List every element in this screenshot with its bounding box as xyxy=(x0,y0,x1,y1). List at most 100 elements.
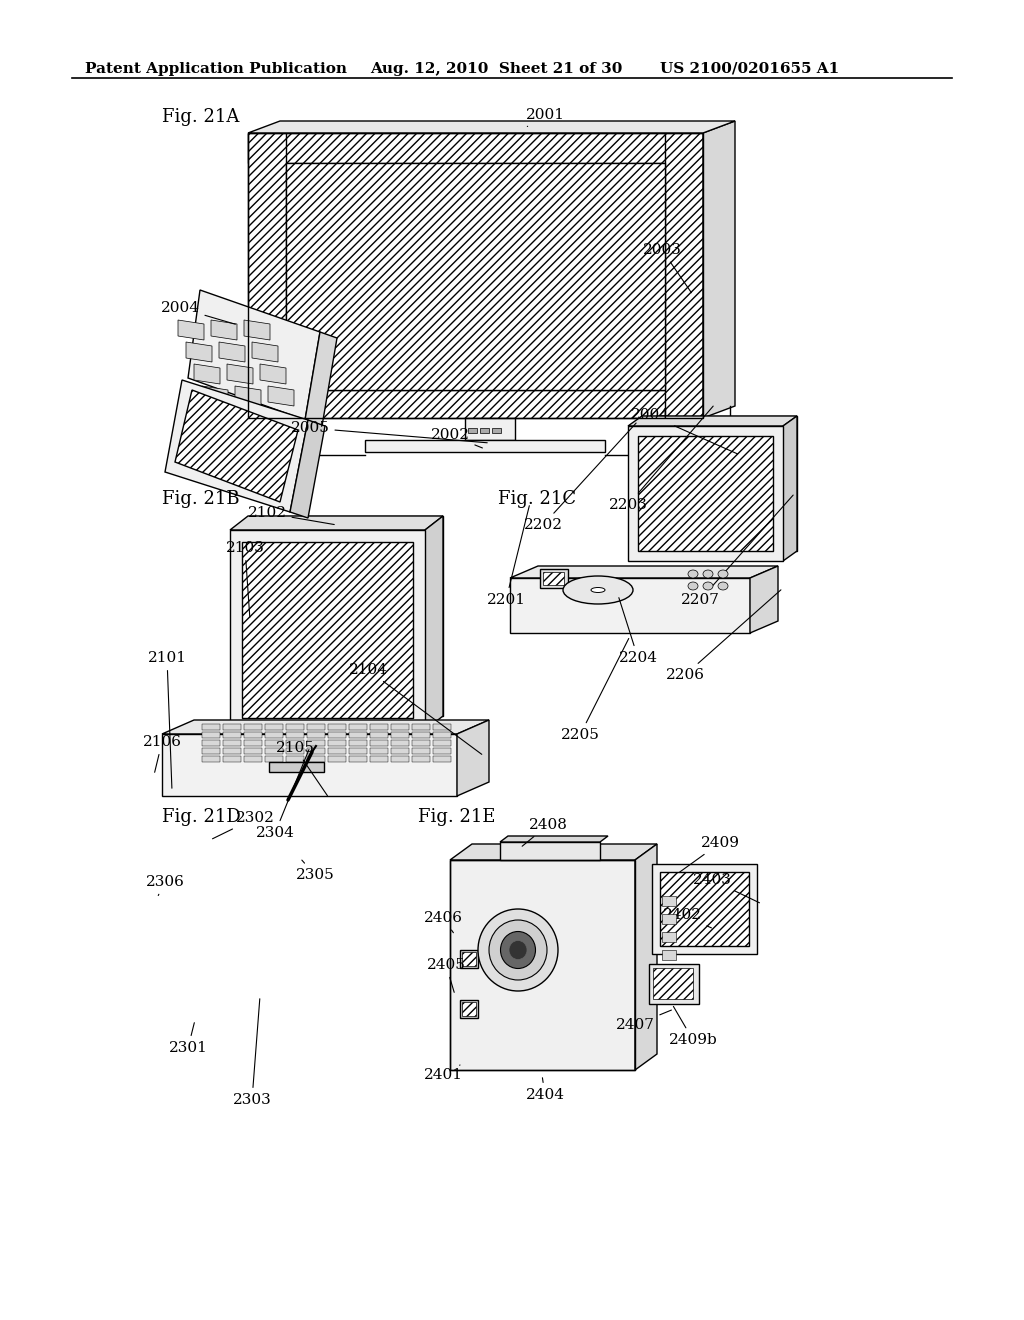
Polygon shape xyxy=(328,733,346,738)
Bar xyxy=(662,950,676,960)
Polygon shape xyxy=(202,385,228,407)
Text: Fig. 21A: Fig. 21A xyxy=(162,108,240,125)
Polygon shape xyxy=(412,733,430,738)
Polygon shape xyxy=(186,342,212,362)
Polygon shape xyxy=(370,733,388,738)
Text: 2004: 2004 xyxy=(631,408,737,454)
Polygon shape xyxy=(628,426,783,561)
Polygon shape xyxy=(391,756,409,762)
Text: 2301: 2301 xyxy=(169,1023,208,1055)
Text: US 2100/0201655 A1: US 2100/0201655 A1 xyxy=(660,62,840,77)
Polygon shape xyxy=(244,756,262,762)
Polygon shape xyxy=(260,727,275,734)
Polygon shape xyxy=(412,748,430,754)
Polygon shape xyxy=(391,733,409,738)
Polygon shape xyxy=(219,342,245,362)
Polygon shape xyxy=(349,748,367,754)
Polygon shape xyxy=(305,333,337,426)
Polygon shape xyxy=(265,733,283,738)
Polygon shape xyxy=(450,843,657,861)
Polygon shape xyxy=(234,385,261,407)
Text: 2102: 2102 xyxy=(248,506,334,524)
Text: 2203: 2203 xyxy=(608,407,713,512)
Text: 2002: 2002 xyxy=(430,428,482,447)
Polygon shape xyxy=(307,748,325,754)
Polygon shape xyxy=(307,741,325,746)
Text: 2409: 2409 xyxy=(679,836,739,873)
Polygon shape xyxy=(433,723,451,730)
Polygon shape xyxy=(268,385,294,407)
Text: Aug. 12, 2010  Sheet 21 of 30: Aug. 12, 2010 Sheet 21 of 30 xyxy=(370,62,623,77)
Polygon shape xyxy=(227,364,253,384)
Polygon shape xyxy=(660,873,749,946)
Polygon shape xyxy=(230,531,425,730)
Bar xyxy=(450,861,635,1071)
Polygon shape xyxy=(165,380,308,512)
Text: 2101: 2101 xyxy=(147,651,186,788)
Polygon shape xyxy=(307,756,325,762)
Polygon shape xyxy=(211,319,237,341)
Polygon shape xyxy=(260,364,286,384)
Polygon shape xyxy=(307,723,325,730)
Polygon shape xyxy=(500,836,608,842)
Ellipse shape xyxy=(718,570,728,578)
Polygon shape xyxy=(248,389,703,418)
Polygon shape xyxy=(433,756,451,762)
Polygon shape xyxy=(412,723,430,730)
Polygon shape xyxy=(202,741,220,746)
Polygon shape xyxy=(450,861,635,1071)
Text: Fig. 21B: Fig. 21B xyxy=(162,490,240,508)
Polygon shape xyxy=(223,756,241,762)
Ellipse shape xyxy=(489,920,547,979)
Polygon shape xyxy=(460,950,478,968)
Text: 2004: 2004 xyxy=(161,301,236,325)
Polygon shape xyxy=(703,121,735,418)
Polygon shape xyxy=(510,578,750,634)
Text: Fig. 21C: Fig. 21C xyxy=(498,490,577,508)
Polygon shape xyxy=(162,719,489,734)
Text: 2106: 2106 xyxy=(142,735,181,772)
Polygon shape xyxy=(433,748,451,754)
Polygon shape xyxy=(244,319,270,341)
Polygon shape xyxy=(286,733,304,738)
Polygon shape xyxy=(194,364,220,384)
Ellipse shape xyxy=(591,587,605,593)
Text: 2401: 2401 xyxy=(424,1065,463,1082)
Text: 2403: 2403 xyxy=(692,873,760,903)
Ellipse shape xyxy=(509,940,527,960)
Polygon shape xyxy=(433,741,451,746)
Polygon shape xyxy=(162,734,457,796)
Ellipse shape xyxy=(478,909,558,991)
Polygon shape xyxy=(223,741,241,746)
Polygon shape xyxy=(380,727,395,734)
Ellipse shape xyxy=(688,582,698,590)
Bar xyxy=(662,896,676,906)
Text: 2409b: 2409b xyxy=(669,1006,718,1047)
Text: 2405: 2405 xyxy=(427,958,466,993)
Text: 2402: 2402 xyxy=(663,908,712,928)
Polygon shape xyxy=(328,741,346,746)
Polygon shape xyxy=(244,748,262,754)
Polygon shape xyxy=(638,436,773,550)
Text: 2306: 2306 xyxy=(145,875,184,895)
Polygon shape xyxy=(391,741,409,746)
Text: Fig. 21E: Fig. 21E xyxy=(418,808,496,826)
Text: 2404: 2404 xyxy=(525,1077,564,1102)
Text: 2302: 2302 xyxy=(213,810,274,838)
Polygon shape xyxy=(252,342,278,362)
Text: 2105: 2105 xyxy=(275,741,328,796)
Polygon shape xyxy=(223,723,241,730)
Polygon shape xyxy=(328,756,346,762)
Polygon shape xyxy=(665,133,703,418)
Polygon shape xyxy=(540,569,568,587)
Polygon shape xyxy=(462,1002,476,1016)
Polygon shape xyxy=(244,733,262,738)
Text: 2305: 2305 xyxy=(296,861,335,882)
Ellipse shape xyxy=(703,570,713,578)
Polygon shape xyxy=(628,416,797,426)
Polygon shape xyxy=(349,756,367,762)
Polygon shape xyxy=(370,748,388,754)
Bar xyxy=(492,428,501,433)
Polygon shape xyxy=(290,420,325,517)
Text: 2304: 2304 xyxy=(256,750,309,840)
